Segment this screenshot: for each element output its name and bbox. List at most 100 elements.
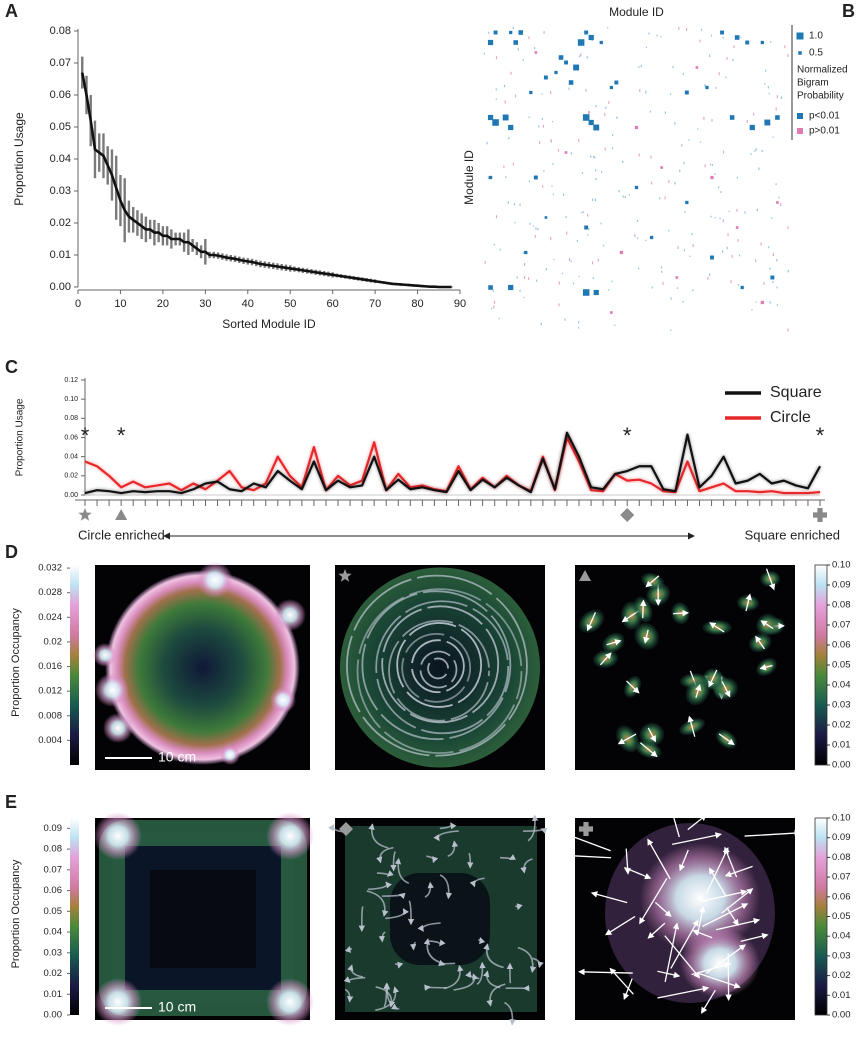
panel-label: A [5, 1, 18, 21]
matrix-cell [735, 226, 739, 229]
background-dot [660, 266, 663, 269]
y-tick-label: 0.12 [64, 377, 78, 384]
background-dot [692, 289, 694, 292]
movement-arrow [657, 985, 710, 999]
matrix-cell [588, 119, 594, 126]
background-dot [517, 48, 519, 51]
background-dot [664, 196, 666, 200]
movement-arrow [623, 978, 633, 1001]
movement-arrow [639, 878, 668, 925]
background-dot [512, 162, 514, 166]
movement-arrow [626, 680, 640, 694]
background-dot [585, 88, 587, 92]
panel-label: C [5, 357, 18, 377]
movement-arrow [599, 652, 612, 666]
streamline [375, 986, 400, 1011]
hotspot [103, 713, 133, 743]
matrix-cell [544, 216, 548, 219]
right-label: Square enriched [745, 527, 840, 542]
panel-label: B [842, 1, 855, 21]
movement-arrow [755, 635, 765, 650]
background-dot [760, 242, 762, 246]
background-dot [699, 39, 701, 43]
x-tick-label: 90 [454, 298, 466, 310]
background-dot [651, 181, 653, 185]
colorbar-tick-label: 0.00 [832, 1010, 851, 1021]
background-dot [710, 34, 713, 37]
background-dot [519, 289, 521, 292]
background-dot [645, 46, 648, 48]
background-dot [700, 28, 703, 31]
background-dot [529, 222, 531, 225]
streamline [523, 827, 548, 834]
colorbar-tick-label: 0.00 [832, 760, 851, 771]
background-dot [577, 327, 580, 329]
panel-label: D [5, 542, 18, 562]
background-dot [542, 185, 544, 188]
streamline [346, 574, 528, 757]
matrix-cell [573, 64, 580, 71]
x-tick-label: 70 [369, 298, 381, 310]
x-tick-label: 80 [411, 298, 423, 310]
colorbar-tick-label: 0.09 [832, 580, 851, 591]
size-legend-title: Probability [797, 91, 844, 102]
x-tick-label: 10 [114, 298, 126, 310]
y-axis-label: Module ID [462, 150, 476, 205]
movement-arrow [609, 967, 634, 995]
background-dot [769, 301, 771, 304]
movement-arrow [566, 852, 612, 860]
background-dot [611, 280, 613, 283]
background-dot [775, 107, 777, 111]
size-label: 0.5 [809, 48, 823, 59]
movement-arrow [647, 727, 656, 743]
legend-label: p<0.01 [809, 111, 840, 122]
colorbar-tick-label: 0.02 [832, 970, 851, 981]
matrix-cell [734, 35, 740, 40]
hotspot [220, 745, 240, 765]
background-dot [605, 106, 607, 109]
colorbar-tick-label: 0.05 [44, 906, 63, 917]
background-dot [728, 210, 730, 213]
streamline [394, 961, 404, 969]
background-dot [532, 225, 535, 227]
series-line [84, 431, 821, 495]
background-dot [568, 87, 570, 90]
background-dot [593, 155, 595, 159]
movement-arrow [691, 962, 732, 976]
matrix-cell [502, 114, 509, 121]
colorbar-tick-label: 0.028 [38, 587, 62, 598]
background-dot [486, 141, 488, 145]
background-dot [682, 300, 684, 303]
background-dot [754, 150, 756, 152]
matrix-cell [720, 30, 725, 35]
legend-label: Square [770, 384, 822, 401]
background-dot [714, 173, 716, 175]
colorbar-tick-label: 0.02 [44, 968, 63, 979]
background-dot [510, 71, 512, 75]
y-tick-label: 0.02 [64, 473, 78, 480]
streamline [438, 959, 456, 966]
background-dot [558, 281, 560, 285]
streamline [409, 941, 417, 951]
background-dot [618, 189, 620, 193]
background-dot [580, 211, 583, 214]
movement-arrow [590, 891, 628, 904]
background-dot [755, 259, 757, 263]
background-dot [645, 239, 647, 242]
background-dot [578, 321, 580, 324]
streamline [483, 943, 504, 969]
matrix-cell [649, 235, 654, 240]
matrix-cell [609, 85, 613, 90]
background-dot [540, 322, 542, 326]
colorbar-tick-label: 0.05 [832, 911, 851, 922]
movement-arrow [692, 929, 713, 939]
background-dot [746, 119, 748, 123]
background-dot [668, 180, 670, 183]
background-dot [648, 32, 650, 35]
background-dot [504, 100, 506, 104]
background-dot [601, 171, 603, 173]
background-dot [758, 167, 760, 170]
streamline [453, 973, 479, 991]
size-legend-title: Bigram [797, 78, 829, 89]
background-dot [691, 232, 693, 235]
